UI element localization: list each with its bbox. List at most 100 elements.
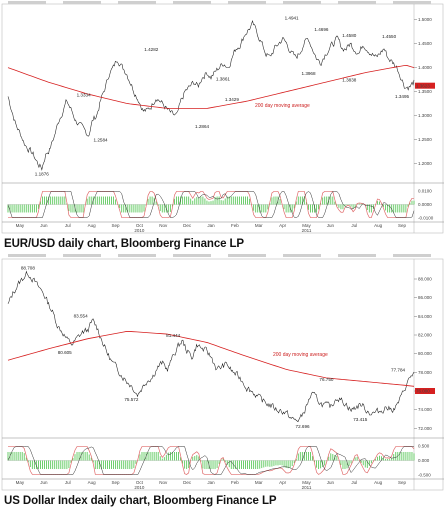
usd-index-chart: 88.000 86.000 84.000 82.000 80.000 78.000 76.0… bbox=[0, 253, 444, 491]
eurusd-ytick-label: 1.3500 bbox=[418, 89, 432, 94]
usd-index-osc-tick-label: 0.500 bbox=[418, 444, 430, 449]
usd-index-osc-tick-label: -0.500 bbox=[418, 473, 431, 478]
usd-index-xtick-label: Feb bbox=[231, 480, 239, 485]
eurusd-annotation: 1.3968 bbox=[301, 71, 315, 76]
eurusd-xtick-label: Apr bbox=[279, 223, 287, 228]
eurusd-xtick-label: Feb bbox=[231, 223, 239, 228]
eurusd-panel: 1.5000 1.4500 1.4000 1.3500 1.3000 1.2500 1.20… bbox=[0, 0, 444, 252]
eurusd-annotation: 1.3838 bbox=[342, 77, 356, 82]
usd-index-annotation: 76.750 bbox=[319, 377, 333, 382]
usd-index-xtick-label: Dec bbox=[183, 480, 192, 485]
usd-index-annotation: 77.784 bbox=[391, 367, 405, 372]
usd-index-annotation: 83.554 bbox=[74, 313, 88, 318]
eurusd-xtick-label: May bbox=[16, 223, 25, 228]
eurusd-annotation: 1.3334 bbox=[77, 93, 91, 98]
eurusd-chart-svg: 1.5000 1.4500 1.4000 1.3500 1.3000 1.2500 1.20… bbox=[1, 1, 444, 234]
eurusd-ytick-label: 1.5000 bbox=[418, 17, 432, 22]
eurusd-annotation: 1.3861 bbox=[216, 76, 230, 81]
usd-index-ytick-label: 74.000 bbox=[418, 407, 432, 412]
eurusd-xtick-label: Aug bbox=[88, 223, 97, 228]
usd-index-xtick-label: Jan bbox=[207, 480, 215, 485]
eurusd-xtick-label: Dec bbox=[183, 223, 192, 228]
eurusd-ma-label: 200 day moving average bbox=[255, 103, 310, 109]
eurusd-annotation: 1.4550 bbox=[382, 34, 396, 39]
usd-index-xtick-label: May bbox=[302, 480, 311, 485]
usd-index-caption: US Dollar Index daily chart, Bloomberg F… bbox=[4, 495, 277, 507]
eurusd-caption: EUR/USD daily chart, Bloomberg Finance L… bbox=[4, 238, 245, 250]
usd-index-toolbar-strip bbox=[8, 254, 46, 257]
usd-index-ytick-label: 72.000 bbox=[418, 426, 432, 431]
eurusd-toolbar-strip bbox=[173, 1, 211, 4]
usd-index-ytick-label: 86.000 bbox=[418, 295, 432, 300]
eurusd-xtick-label: Jun bbox=[327, 223, 335, 228]
eurusd-toolbar-strip bbox=[63, 1, 101, 4]
usd-index-annotation: 80.605 bbox=[58, 350, 72, 355]
usd-index-toolbar-strip bbox=[228, 254, 266, 257]
usd-index-toolbar-strip bbox=[63, 254, 101, 257]
eurusd-toolbar-strip bbox=[228, 1, 266, 4]
eurusd-frame bbox=[1, 3, 444, 234]
eurusd-toolbar-strip bbox=[118, 1, 156, 4]
eurusd-price-series bbox=[7, 19, 415, 171]
eurusd-ytick-label: 1.4000 bbox=[418, 65, 432, 70]
eurusd-annotation: 1.4696 bbox=[314, 27, 328, 32]
eurusd-toolbar-strip bbox=[338, 1, 376, 4]
usd-index-toolbar-strip bbox=[118, 254, 156, 257]
usd-index-xtick-label: Jun bbox=[327, 480, 335, 485]
usd-index-current-tag-label: 76.000 bbox=[416, 389, 430, 394]
eurusd-annotation: 1.2584 bbox=[94, 138, 108, 143]
usd-index-ytick-label: 80.000 bbox=[418, 351, 432, 356]
eurusd-year-label: 2011 bbox=[302, 228, 312, 233]
eurusd-annotation: 1.4580 bbox=[342, 33, 356, 38]
eurusd-annotation: 1.2864 bbox=[195, 124, 209, 129]
eurusd-osc-macd-line bbox=[7, 191, 415, 218]
usd-index-annotation: 73.415 bbox=[353, 417, 367, 422]
usd-index-frame bbox=[1, 258, 444, 491]
usd-index-toolbar-strip bbox=[393, 254, 431, 257]
eurusd-annotation: 1.4282 bbox=[144, 47, 158, 52]
eurusd-xtick-label: May bbox=[302, 223, 311, 228]
eurusd-current-tag-label: 1.3623 bbox=[416, 83, 430, 88]
usd-index-toolbar-strip bbox=[173, 254, 211, 257]
eurusd-ytick-label: 1.3000 bbox=[418, 113, 432, 118]
usd-index-osc-tick-label: 0.000 bbox=[418, 458, 430, 463]
usd-index-ytick-label: 88.000 bbox=[418, 277, 432, 282]
eurusd-annotation: 1.4941 bbox=[285, 15, 299, 20]
eurusd-xtick-label: Jan bbox=[207, 223, 215, 228]
eurusd-ytick-label: 1.2500 bbox=[418, 137, 432, 142]
eurusd-xtick-label: Oct bbox=[136, 223, 144, 228]
eurusd-ma-series bbox=[7, 65, 415, 109]
eurusd-toolbar-strip bbox=[393, 1, 431, 4]
eurusd-year-label: 2010 bbox=[134, 228, 145, 233]
usd-index-xtick-label: Sep bbox=[111, 480, 120, 485]
usd-index-xtick-label: Mar bbox=[255, 480, 263, 485]
usd-index-toolbar-strip bbox=[283, 254, 321, 257]
eurusd-chart: 1.5000 1.4500 1.4000 1.3500 1.3000 1.2500 1.20… bbox=[0, 0, 444, 234]
eurusd-xtick-label: Sep bbox=[111, 223, 120, 228]
eurusd-osc-tick-label: 0.0000 bbox=[418, 202, 432, 207]
usd-index-xtick-label: Jul bbox=[65, 480, 71, 485]
eurusd-xtick-label: Sep bbox=[398, 223, 407, 228]
usd-index-ytick-label: 82.000 bbox=[418, 333, 432, 338]
eurusd-xtick-label: Aug bbox=[374, 223, 383, 228]
usd-index-price-series bbox=[7, 270, 415, 423]
eurusd-osc-signal-line bbox=[8, 191, 414, 218]
usd-index-chart-svg: 88.000 86.000 84.000 82.000 80.000 78.000 76.0… bbox=[1, 254, 444, 491]
eurusd-xtick-label: Jul bbox=[351, 223, 357, 228]
eurusd-ytick-label: 1.4500 bbox=[418, 41, 432, 46]
usd-index-osc-signal-line bbox=[8, 446, 415, 475]
usd-index-xtick-label: Oct bbox=[136, 480, 144, 485]
usd-index-xtick-label: Jul bbox=[351, 480, 357, 485]
eurusd-annotation: 1.3429 bbox=[225, 97, 239, 102]
usd-index-current-tag bbox=[415, 388, 435, 394]
usd-index-panel: 88.000 86.000 84.000 82.000 80.000 78.000 76.0… bbox=[0, 253, 444, 511]
usd-index-annotation: 81.444 bbox=[166, 333, 180, 338]
eurusd-toolbar-strip bbox=[283, 1, 321, 4]
eurusd-osc-tick-label: -0.0100 bbox=[418, 216, 434, 221]
usd-index-year-label: 2010 bbox=[134, 485, 145, 490]
usd-index-osc-histogram bbox=[7, 451, 415, 470]
usd-index-annotation: 72.696 bbox=[296, 424, 310, 429]
eurusd-annotation: 1.3495 bbox=[395, 94, 409, 99]
eurusd-xtick-label: Jun bbox=[40, 223, 48, 228]
usd-index-ma-series bbox=[7, 331, 415, 387]
